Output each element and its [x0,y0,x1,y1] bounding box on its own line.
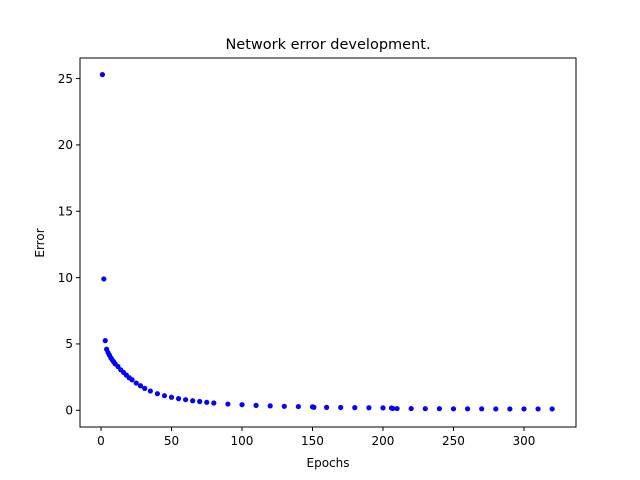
x-tick-label: 100 [231,434,254,448]
x-tick-label: 250 [442,434,465,448]
data-point [549,406,555,412]
y-tick-label: 25 [58,72,73,86]
y-axis-label: Error [33,228,47,257]
y-tick-label: 5 [65,337,73,351]
data-point [352,405,358,411]
plot-area [99,71,555,412]
data-point [390,405,396,412]
data-point [295,403,301,410]
x-axis-label: Epochs [307,456,350,470]
data-point [267,403,273,409]
data-point [204,399,210,405]
data-point [281,403,287,409]
data-point [129,377,135,383]
data-point [175,396,182,402]
chart-title: Network error development. [225,37,430,53]
data-point [380,405,386,411]
data-point [493,406,499,412]
data-point [225,401,231,407]
data-point [479,406,485,412]
data-point [338,404,344,411]
data-point [521,406,527,412]
data-point [168,394,175,400]
data-point [102,338,108,344]
data-point [436,406,442,412]
data-point [137,383,144,389]
data-point [253,402,259,408]
data-point [147,388,153,394]
data-point [211,400,217,406]
data-point [422,406,428,412]
axes-frame [79,57,577,428]
x-tick-label: 0 [97,434,105,448]
y-tick-label: 10 [58,271,73,285]
data-point [133,380,139,386]
x-tick-label: 50 [164,434,179,448]
data-point [183,397,189,403]
data-point [190,398,196,404]
data-point [99,71,106,78]
data-point [161,393,168,399]
data-point [197,398,203,405]
data-point [142,385,148,391]
data-point [535,406,541,412]
x-tick-label: 200 [372,434,395,448]
data-point [450,406,457,412]
data-point [239,402,245,408]
y-tick-label: 0 [65,404,73,418]
y-tick-label: 15 [58,205,73,219]
data-point [464,406,471,412]
x-tick-label: 300 [513,434,536,448]
data-point [323,404,330,410]
y-tick-label: 20 [58,138,73,152]
data-point [311,404,317,410]
data-point [101,276,107,282]
data-point [394,405,400,412]
data-point [154,391,160,397]
x-tick-label: 150 [301,434,324,448]
y-axis: 0 5 10 15 20 25 [58,72,80,418]
data-point [366,405,372,411]
data-point [408,405,414,412]
x-axis: 0 50 100 150 200 250 300 [97,427,535,448]
data-point [507,406,513,412]
